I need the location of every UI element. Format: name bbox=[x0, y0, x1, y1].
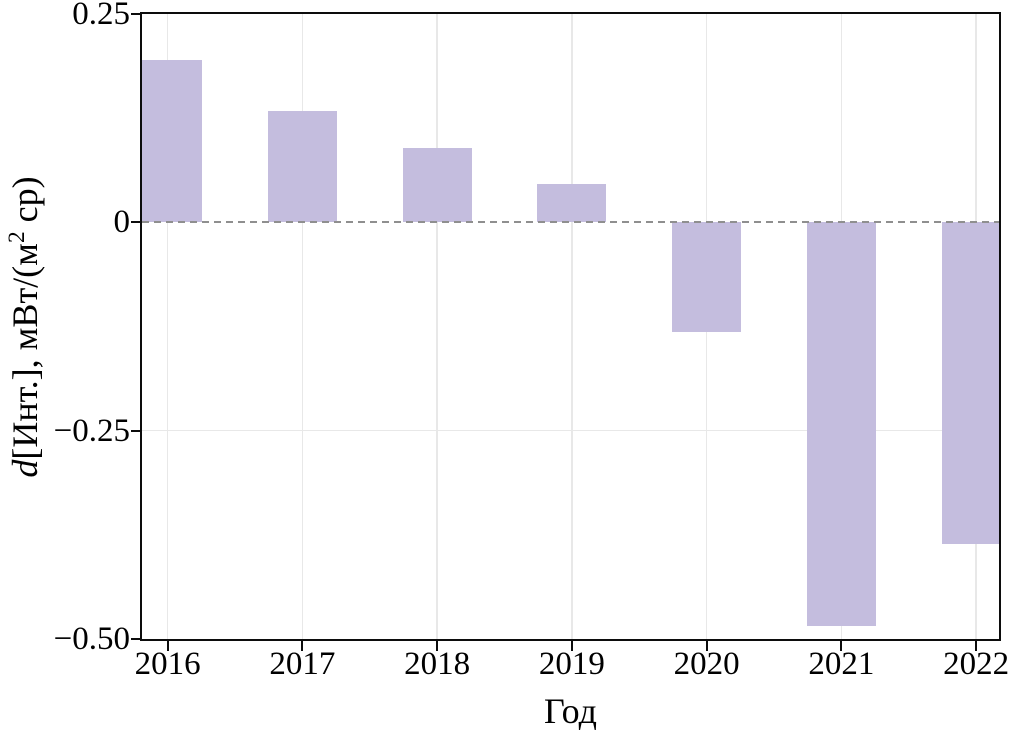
x-tick bbox=[301, 641, 304, 651]
bar-2022 bbox=[941, 222, 999, 544]
x-tick-label: 2020 bbox=[673, 646, 740, 682]
x-tick-label: 2022 bbox=[943, 646, 1010, 682]
y-axis-label-wrap: d[Инт.], мВт/(м2 ср) bbox=[3, 12, 47, 641]
gridline-vertical bbox=[166, 14, 169, 639]
x-tick bbox=[570, 641, 573, 651]
y-axis-label-italic-d: d bbox=[5, 459, 45, 478]
y-tick-label: −0.25 bbox=[53, 412, 130, 449]
gridline-vertical bbox=[436, 14, 438, 639]
bar-2018 bbox=[402, 148, 472, 223]
x-tick-label: 2019 bbox=[538, 646, 605, 682]
bar-2016 bbox=[142, 59, 203, 223]
x-tick-label: 2017 bbox=[269, 646, 336, 682]
x-tick-label: 2016 bbox=[134, 646, 201, 682]
x-tick-label: 2018 bbox=[404, 646, 471, 682]
x-axis-label: Год bbox=[544, 691, 597, 731]
gridline-horizontal bbox=[142, 429, 999, 432]
bar-2020 bbox=[672, 222, 742, 333]
x-tick-label: 2021 bbox=[808, 646, 875, 682]
x-tick bbox=[436, 641, 439, 651]
y-tick bbox=[131, 429, 141, 432]
x-tick bbox=[705, 641, 708, 651]
bar-2019 bbox=[537, 184, 607, 223]
y-tick bbox=[131, 638, 141, 640]
x-tick bbox=[840, 641, 843, 651]
x-tick bbox=[166, 641, 169, 651]
plot-area bbox=[140, 12, 1001, 641]
y-tick-label: −0.50 bbox=[53, 621, 130, 657]
y-tick-label: 0.25 bbox=[72, 0, 130, 32]
bar-2017 bbox=[267, 110, 337, 223]
x-tick bbox=[975, 641, 978, 651]
y-tick bbox=[131, 13, 141, 15]
gridline-vertical bbox=[301, 14, 304, 639]
gridline-vertical bbox=[571, 14, 573, 639]
bar-2021 bbox=[806, 222, 876, 627]
y-tick-label: 0 bbox=[113, 204, 131, 241]
y-tick bbox=[131, 221, 141, 224]
zero-dashed-line bbox=[142, 221, 999, 224]
